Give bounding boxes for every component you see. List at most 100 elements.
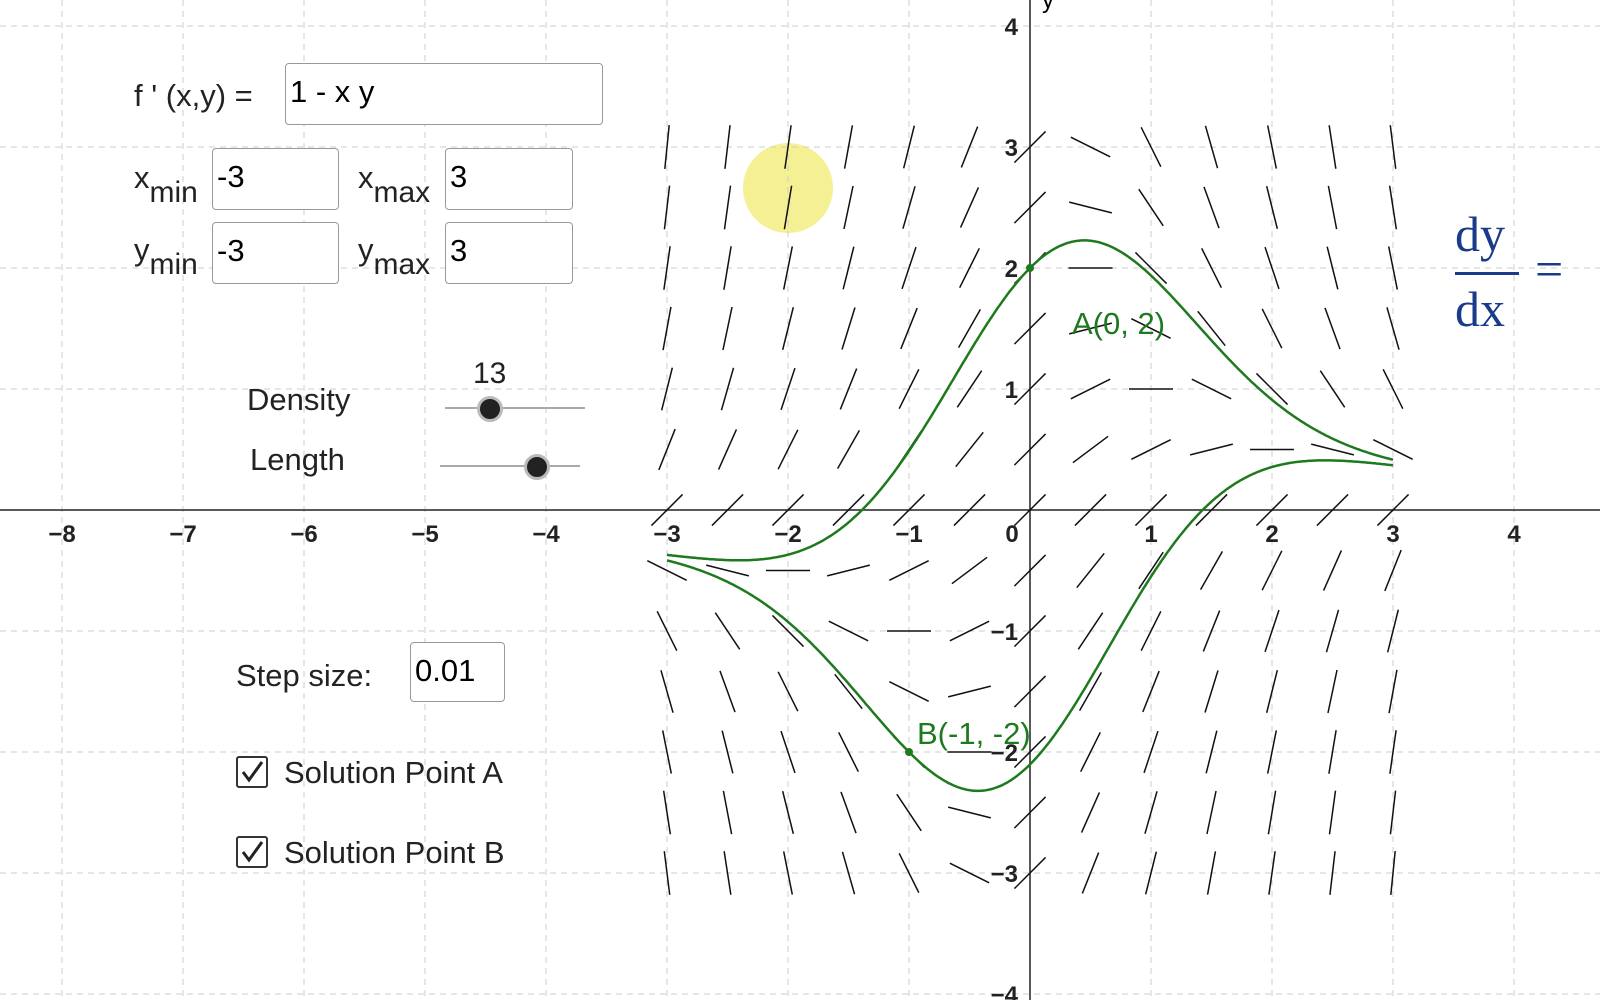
slope-segment <box>705 564 750 577</box>
slope-segment <box>1200 247 1223 289</box>
slope-segment <box>1387 246 1399 290</box>
slider-label: Length <box>250 442 345 477</box>
slope-segment <box>1070 136 1111 158</box>
slope-segment <box>1384 549 1402 592</box>
range-input[interactable]: 3 <box>445 148 573 210</box>
slope-segment <box>842 246 855 290</box>
range-label: ymax <box>358 232 430 282</box>
slope-segment <box>1138 551 1164 590</box>
slope-segment <box>841 307 856 350</box>
range-input[interactable]: -3 <box>212 222 339 284</box>
slope-segment <box>660 670 674 713</box>
function-label: f ' (x,y) = <box>134 78 253 113</box>
slope-segment <box>956 370 983 408</box>
slope-segment <box>1268 851 1276 895</box>
slope-segment <box>1134 493 1168 527</box>
slope-segment <box>1386 609 1400 653</box>
slope-segment <box>724 125 731 169</box>
slope-segment <box>771 614 805 648</box>
slope-segment <box>1388 669 1398 714</box>
slope-segment <box>1013 372 1047 406</box>
slope-segment <box>1255 372 1289 406</box>
slope-segment <box>888 680 930 703</box>
slope-segment <box>1013 796 1047 829</box>
x-tick-label: 0 <box>1005 521 1018 548</box>
slope-segment <box>949 862 990 884</box>
x-tick-label: 1 <box>1144 521 1157 548</box>
slope-segment <box>953 493 986 527</box>
slope-segment <box>1013 614 1047 648</box>
slope-segment <box>663 851 671 895</box>
slope-segment <box>719 670 736 713</box>
slope-segment <box>1204 125 1219 169</box>
slope-segment <box>841 851 856 895</box>
range-input[interactable]: 3 <box>445 222 573 284</box>
slope-segment <box>1206 851 1217 895</box>
slope-segment <box>1382 368 1404 410</box>
slope-segment <box>840 791 857 834</box>
slope-segment <box>1255 493 1289 527</box>
slider-knob[interactable] <box>524 454 550 480</box>
slope-segment <box>1205 730 1218 774</box>
x-tick-label: 3 <box>1386 521 1399 548</box>
slope-segment <box>960 126 979 168</box>
slope-segment <box>896 793 922 832</box>
y-tick-label: 1 <box>1005 377 1018 404</box>
slope-segment <box>892 493 926 527</box>
range-var: x <box>358 160 374 195</box>
slope-segment <box>771 493 805 527</box>
point-label: B(-1, -2) <box>917 716 1031 751</box>
checkbox[interactable] <box>236 756 268 788</box>
slider-label: Density <box>247 382 351 417</box>
slope-segment <box>646 559 688 582</box>
slope-segment <box>656 610 678 652</box>
slope-segment <box>1077 612 1104 650</box>
slope-segment <box>1325 609 1340 653</box>
function-input[interactable]: 1 - x y <box>285 63 603 125</box>
slope-segment <box>661 730 673 774</box>
slope-segment <box>1140 610 1162 652</box>
slope-segment <box>1144 851 1158 895</box>
slope-segment <box>1138 188 1164 227</box>
slope-segment <box>1202 610 1221 652</box>
range-input[interactable]: -3 <box>212 148 339 210</box>
slope-segment <box>898 852 920 894</box>
slope-segment <box>1316 493 1349 527</box>
solution-point <box>1026 264 1034 272</box>
slope-segment <box>957 309 982 348</box>
slope-segment <box>1013 312 1047 345</box>
slope-segment <box>826 564 871 577</box>
checkbox[interactable] <box>236 836 268 868</box>
slope-segment <box>1328 790 1337 835</box>
slope-segment <box>1142 670 1160 713</box>
slope-segment <box>1013 191 1047 224</box>
x-tick-label: −1 <box>895 521 922 548</box>
solution-point <box>905 748 913 756</box>
slope-segment <box>720 367 735 411</box>
slope-segment <box>782 851 794 895</box>
step-input[interactable]: 0.01 <box>410 642 505 702</box>
range-var: x <box>134 160 150 195</box>
slope-segment <box>711 493 744 527</box>
range-sub: max <box>373 248 431 281</box>
slope-segment <box>951 556 988 585</box>
x-tick-label: −4 <box>532 521 560 548</box>
slope-segment <box>834 673 863 710</box>
slider-knob[interactable] <box>477 396 503 422</box>
slope-segment <box>1310 443 1355 456</box>
slope-segment <box>1264 609 1280 653</box>
solution-curve <box>666 459 1394 793</box>
x-tick-label: −5 <box>411 521 438 548</box>
formula-numerator: dy <box>1455 206 1505 262</box>
slope-segment <box>1203 186 1220 229</box>
slope-segment <box>663 185 671 230</box>
slope-segment <box>1386 307 1400 350</box>
slope-segment <box>1261 550 1283 591</box>
checkbox-label: Solution Point A <box>284 755 503 790</box>
slope-segment <box>721 730 734 774</box>
slope-segment <box>1143 730 1159 774</box>
slope-segment <box>1266 730 1278 774</box>
slope-segment <box>1376 493 1410 527</box>
